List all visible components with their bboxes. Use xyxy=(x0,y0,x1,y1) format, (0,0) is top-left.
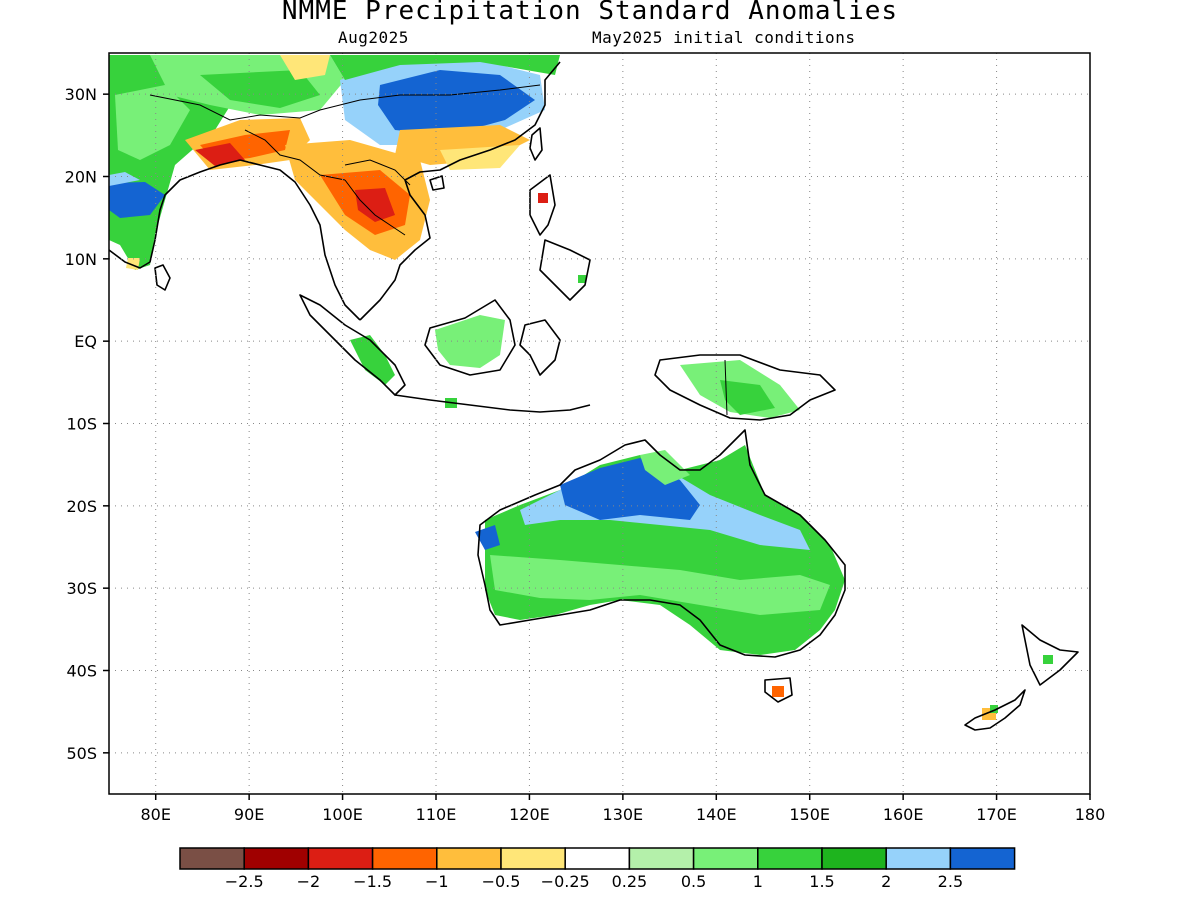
lon-tick-label: 180 xyxy=(1075,805,1106,824)
legend-label: −1 xyxy=(425,872,449,891)
tibet-yellow xyxy=(280,55,330,80)
sri-lanka-coast xyxy=(154,264,171,291)
luzon-red xyxy=(538,193,548,203)
sulawesi-coast xyxy=(519,319,561,376)
myanmar-border xyxy=(244,129,346,181)
legend-label: −0.5 xyxy=(482,872,521,891)
lat-tick-label: 30S xyxy=(66,579,97,598)
init-conditions-label: May2025 initial conditions xyxy=(592,28,856,47)
lat-tick-label: 10S xyxy=(66,415,97,434)
legend-label: 1.5 xyxy=(809,872,834,891)
luzon-coast xyxy=(529,174,556,236)
plot-background xyxy=(109,53,1090,794)
borneo-coast xyxy=(424,299,516,376)
tibet-green xyxy=(200,70,320,108)
philippines-coast xyxy=(539,239,591,301)
legend-swatch xyxy=(885,847,952,870)
lon-tick-label: 150E xyxy=(789,805,830,824)
legend-label: 0.5 xyxy=(681,872,706,891)
nz-south-green xyxy=(990,705,998,713)
country-borders xyxy=(149,84,728,416)
china-border xyxy=(319,84,541,111)
australia-north-green xyxy=(640,450,690,485)
lon-tick-label: 110E xyxy=(416,805,457,824)
legend-swatch xyxy=(436,847,502,870)
taiwan-coast xyxy=(529,127,543,161)
tasmania-orange xyxy=(772,686,784,697)
thailand-border xyxy=(344,179,406,236)
legend-swatch xyxy=(821,847,887,870)
coastlines xyxy=(108,61,1079,731)
lon-tick-label: 120E xyxy=(509,805,550,824)
new-guinea-dark xyxy=(720,380,775,415)
legend-swatch xyxy=(243,847,310,870)
nz-north-coast xyxy=(1021,624,1079,686)
lon-tick-label: 160E xyxy=(883,805,924,824)
legend-label: −0.25 xyxy=(541,872,590,891)
lon-tick-label: 80E xyxy=(140,805,170,824)
australia-light-green xyxy=(490,555,830,615)
india-anomaly-light xyxy=(115,85,190,160)
lat-tick-label: 40S xyxy=(66,662,97,681)
java-coast xyxy=(394,394,591,413)
indochina-red xyxy=(355,188,395,222)
map-title: NMME Precipitation Standard Anomalies xyxy=(281,0,899,26)
lat-tick-label: 50S xyxy=(66,744,97,763)
sumatra-coast xyxy=(299,294,406,396)
sumatra-green xyxy=(350,335,395,385)
valid-month-label: Aug2025 xyxy=(338,28,409,47)
legend-swatch xyxy=(179,847,245,870)
laos-border xyxy=(344,159,411,186)
borneo-green xyxy=(435,315,505,368)
new-guinea-coast xyxy=(654,354,836,421)
legend-swatch xyxy=(564,847,631,870)
australia-west-blue xyxy=(475,525,500,550)
mindanao-green xyxy=(578,275,586,283)
australia-coast xyxy=(477,429,846,658)
legend-label: 0.25 xyxy=(612,872,648,891)
png-border xyxy=(724,359,728,416)
lat-tick-label: 10N xyxy=(65,250,97,269)
tasmania-coast xyxy=(764,677,793,703)
india-west-blue xyxy=(109,182,165,218)
india-coast xyxy=(108,159,241,269)
bay-bengal-coast xyxy=(239,159,361,321)
china-yellow xyxy=(440,145,520,170)
legend-label: −2 xyxy=(297,872,321,891)
lon-tick-label: 170E xyxy=(976,805,1017,824)
lon-tick-label: 130E xyxy=(603,805,644,824)
himalaya-border xyxy=(149,94,321,121)
legend-label: 1 xyxy=(753,872,763,891)
nz-north-green xyxy=(1043,655,1053,664)
legend-swatch xyxy=(628,847,695,870)
legend-label: −2.5 xyxy=(225,872,264,891)
hainan-coast xyxy=(429,175,445,191)
china-blue xyxy=(378,70,535,135)
nz-south-coast xyxy=(964,689,1026,731)
legend-label: −1.5 xyxy=(353,872,392,891)
legend-swatch xyxy=(949,847,1016,870)
lon-tick-label: 90E xyxy=(234,805,264,824)
legend-swatch xyxy=(307,847,374,870)
axis-labels: 30N 20N 10N EQ 10S 20S 30S 40S 50S 80E 90E 100E 110E… xyxy=(65,85,1106,824)
color-legend: −2.5 −2 −1.5 −1 −0.5 −0.25 0.25 0.5 1 1.5 2 2.5 xyxy=(179,847,1016,891)
indochina-coast xyxy=(359,61,561,321)
legend-swatch xyxy=(757,847,823,870)
legend-swatch xyxy=(500,847,566,870)
lon-tick-label: 140E xyxy=(696,805,737,824)
bangladesh-red xyxy=(195,143,245,166)
legend-swatch xyxy=(371,847,438,870)
lon-tick-label: 100E xyxy=(322,805,363,824)
legend-swatch xyxy=(692,847,759,870)
lat-tick-label: 30N xyxy=(65,85,97,104)
legend-label: 2.5 xyxy=(938,872,963,891)
lat-tick-label: 20N xyxy=(65,168,97,187)
legend-label: 2 xyxy=(881,872,891,891)
china-green-north xyxy=(330,55,560,80)
lat-tick-label: EQ xyxy=(74,332,97,351)
india-west-lightblue xyxy=(109,172,140,186)
lat-tick-label: 20S xyxy=(66,497,97,516)
